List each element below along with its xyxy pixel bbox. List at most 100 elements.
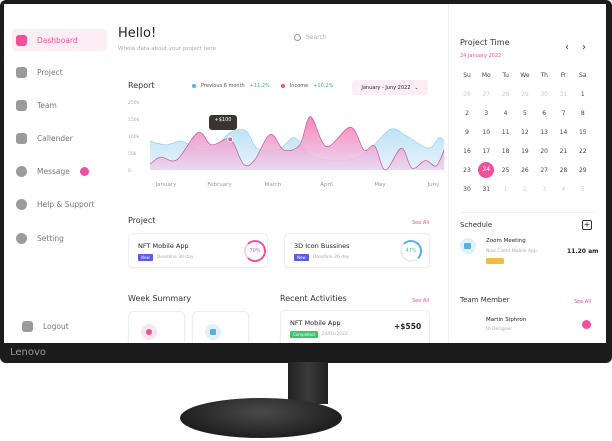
- calendar-day[interactable]: 31: [482, 186, 491, 193]
- search-input[interactable]: Search: [294, 34, 327, 41]
- schedule-name[interactable]: Zoom Meeting: [486, 238, 526, 244]
- calendar-day[interactable]: 14: [559, 129, 568, 136]
- activity-card[interactable]: NFT Mobile App Completed 24/01/2022 +$55…: [280, 310, 430, 343]
- calendar-day[interactable]: 7: [561, 110, 566, 117]
- calendar-day[interactable]: 2: [522, 186, 527, 193]
- recent-see-all[interactable]: See All: [412, 298, 430, 304]
- y-tick-label: 150k: [128, 117, 140, 123]
- calendar-day[interactable]: 9: [465, 129, 469, 136]
- calendar-day[interactable]: 10: [482, 129, 491, 136]
- sidebar-item-help[interactable]: Help & Support: [12, 193, 107, 215]
- calendar-day[interactable]: 1: [580, 91, 585, 98]
- calendar-day[interactable]: 25: [501, 167, 510, 174]
- project-see-all[interactable]: See All: [412, 220, 430, 226]
- calendar-day[interactable]: 12: [521, 129, 529, 136]
- calendar-day[interactable]: 4: [561, 186, 566, 193]
- summary-card[interactable]: [128, 311, 185, 343]
- calendar-day[interactable]: 5: [580, 186, 585, 193]
- calendar-day[interactable]: 30: [463, 186, 471, 193]
- project-tag: New: [294, 254, 309, 261]
- calendar-day[interactable]: 26: [521, 167, 529, 174]
- calendar-day[interactable]: 15: [578, 129, 587, 136]
- sidebar-item-project[interactable]: Project: [12, 61, 107, 83]
- project-tag: New: [138, 254, 153, 261]
- project-card[interactable]: 3D Icon Bussines New Deadline 26 day 47%: [284, 233, 430, 268]
- calendar-day[interactable]: 16: [463, 148, 471, 155]
- schedule-tag: [486, 258, 504, 264]
- calendar-day[interactable]: 22: [578, 148, 587, 155]
- calendar-icon: [16, 132, 27, 144]
- calendar-day[interactable]: 3: [484, 110, 489, 117]
- grid-icon: [16, 34, 27, 46]
- calendar-day[interactable]: 19: [521, 148, 529, 155]
- calendar-day[interactable]: 4: [503, 110, 508, 117]
- tooltip-point[interactable]: [227, 136, 234, 143]
- y-tick-label: 100k: [128, 134, 140, 140]
- calendar-day[interactable]: 27: [482, 91, 491, 98]
- message-badge: [79, 166, 89, 176]
- calendar-day[interactable]: 23: [463, 167, 471, 174]
- project-deadline: Deadline 30 day: [156, 255, 194, 260]
- calendar-day[interactable]: 21: [559, 148, 568, 155]
- project-card[interactable]: NFT Mobile App New Deadline 30 day 70%: [128, 233, 268, 268]
- logout-button[interactable]: Logout: [12, 315, 107, 337]
- video-icon: [460, 238, 476, 254]
- calendar-day[interactable]: 26: [463, 91, 471, 98]
- legend-dot-income: [280, 84, 285, 88]
- series-line-income: [149, 116, 445, 171]
- monitor-stand-neck: [288, 362, 328, 404]
- add-schedule-button[interactable]: +: [582, 220, 592, 230]
- calendar-day[interactable]: 5: [522, 110, 527, 117]
- prev-month-icon[interactable]: ‹: [565, 42, 569, 53]
- divider: [460, 212, 595, 213]
- calendar-day[interactable]: 18: [501, 148, 510, 155]
- calendar-day[interactable]: 28: [501, 91, 510, 98]
- calendar-day[interactable]: 20: [540, 148, 548, 155]
- calendar-day[interactable]: 8: [580, 110, 585, 117]
- progress-ring: 47%: [400, 240, 422, 262]
- chat-icon[interactable]: [582, 320, 591, 329]
- team-title: Team Member: [460, 296, 510, 304]
- y-tick-label: 0: [128, 168, 131, 174]
- calendar-day[interactable]: 2: [465, 110, 469, 117]
- divider: [448, 4, 449, 343]
- calendar-day[interactable]: 29: [521, 91, 529, 98]
- sidebar-item-message[interactable]: Message: [12, 160, 107, 182]
- weekday-label: Tu: [502, 72, 509, 79]
- chart-legend: Previous 6 month +11.2% Income +10.2%: [192, 83, 333, 89]
- x-tick-label: January: [155, 182, 178, 188]
- team-see-all[interactable]: See All: [574, 299, 592, 305]
- project-name: NFT Mobile App: [138, 242, 189, 250]
- date-range-dropdown[interactable]: January - Juny 2022 ⌄: [352, 80, 428, 95]
- member-role: UI Designer: [486, 327, 513, 332]
- calendar-day[interactable]: 11: [501, 129, 510, 136]
- x-tick-label: March: [265, 182, 282, 188]
- weekday-label: We: [520, 72, 530, 79]
- calendar-day[interactable]: 29: [578, 167, 587, 174]
- calendar-day[interactable]: 17: [482, 148, 491, 155]
- calendar-day[interactable]: 30: [540, 91, 548, 98]
- activity-date: 24/01/2022: [321, 332, 348, 337]
- team-icon: [16, 99, 27, 111]
- calendar-day[interactable]: 28: [559, 167, 568, 174]
- calendar-day[interactable]: 24: [478, 162, 495, 178]
- summary-card[interactable]: [192, 311, 249, 343]
- page-subtitle: Whole data about your project here: [118, 46, 217, 52]
- series-area-income: [149, 116, 445, 171]
- calendar-day[interactable]: 31: [559, 91, 568, 98]
- sidebar-item-team[interactable]: Team: [12, 94, 107, 116]
- pie-icon: [141, 324, 157, 340]
- calendar-day[interactable]: 13: [540, 129, 548, 136]
- sidebar-item-dashboard[interactable]: Dashboard: [12, 29, 107, 51]
- next-month-icon[interactable]: ›: [582, 42, 586, 53]
- recent-activities-title: Recent Activities: [280, 294, 347, 303]
- calendar-day[interactable]: 3: [542, 186, 547, 193]
- calendar-day[interactable]: 6: [542, 110, 547, 117]
- x-tick-label: May: [374, 182, 386, 188]
- calendar-day[interactable]: 1: [503, 186, 508, 193]
- sidebar-item-setting[interactable]: Setting: [12, 227, 107, 249]
- calendar-day[interactable]: 27: [540, 167, 548, 174]
- legend-previous: Previous 6 month: [201, 83, 245, 89]
- sidebar-item-callender[interactable]: Callender: [12, 127, 107, 149]
- member-name: Martin Siphron: [486, 317, 527, 323]
